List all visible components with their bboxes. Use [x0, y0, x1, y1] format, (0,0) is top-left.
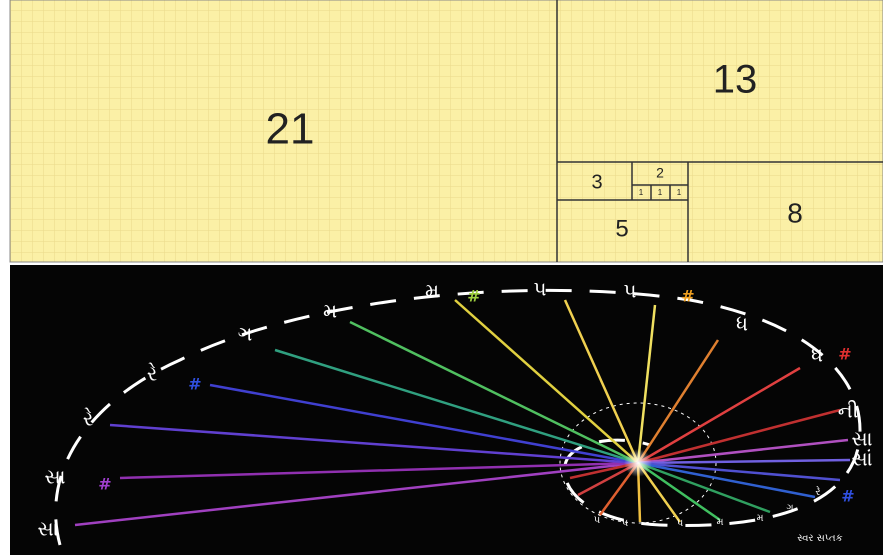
fibonacci-panel: [9, 0, 883, 263]
ray: [454, 299, 639, 464]
ray: [637, 461, 841, 482]
sharp-label: #: [681, 287, 694, 306]
ray: [637, 408, 841, 465]
note-label: ગ: [238, 322, 253, 346]
ray: [349, 320, 639, 465]
note-label: સાં: [851, 447, 872, 471]
inner-note-label: પ: [677, 518, 684, 529]
ray: [637, 461, 771, 514]
note-label: સા: [851, 427, 872, 451]
ray: [636, 339, 720, 464]
sharp-label: #: [838, 345, 851, 364]
square-label: 3: [591, 171, 602, 193]
ray: [274, 348, 639, 465]
note-label: સા: [37, 517, 58, 541]
note-label: ની: [838, 399, 859, 423]
swara-panel: [10, 265, 883, 555]
square-borders: [556, 0, 883, 262]
ray: [563, 299, 640, 464]
ray: [119, 461, 639, 480]
sharp-label: #: [841, 487, 854, 506]
ray: [637, 366, 801, 465]
inner-note-label: મ: [756, 513, 763, 524]
note-label: ધ: [736, 312, 748, 336]
sharp-label: #: [467, 287, 480, 306]
ray: [637, 461, 816, 499]
ray: [636, 304, 657, 464]
note-label: મ: [425, 279, 439, 303]
center-glow: [624, 449, 652, 477]
sharp-label: #: [188, 375, 201, 394]
ray: [637, 461, 721, 522]
inner-note-label: રે: [815, 485, 820, 498]
square-label: 21: [266, 105, 315, 154]
square-label: 1: [658, 188, 663, 197]
note-label: રે: [83, 407, 93, 431]
note-label: રે: [147, 362, 157, 386]
square-label: 8: [787, 197, 803, 228]
inner-note-label: પ: [594, 515, 601, 526]
note-label: પ: [624, 279, 637, 303]
inner-note-label: ગ: [786, 503, 793, 514]
ray: [637, 458, 851, 465]
ray: [74, 461, 639, 527]
square-label: 13: [713, 58, 758, 102]
panel-background: [9, 0, 883, 263]
ray: [209, 383, 639, 465]
spiral: [54, 288, 862, 546]
rays: [74, 299, 851, 527]
inner-note-label: મ: [716, 517, 723, 528]
caption: સ્વર સપ્તક: [797, 533, 843, 544]
note-label: મ: [323, 299, 337, 323]
note-label: પ: [534, 277, 547, 301]
inner-note-label: પ: [622, 518, 629, 529]
square-label: 1: [639, 188, 644, 197]
note-label: સા: [44, 465, 65, 489]
ray: [637, 438, 849, 465]
sharp-label: #: [98, 475, 111, 494]
ray: [109, 423, 639, 465]
panel-background: [10, 265, 883, 555]
square-label: 1: [677, 188, 682, 197]
note-label: ધ: [811, 343, 823, 367]
square-label: 2: [656, 165, 664, 181]
square-label: 5: [615, 215, 628, 242]
